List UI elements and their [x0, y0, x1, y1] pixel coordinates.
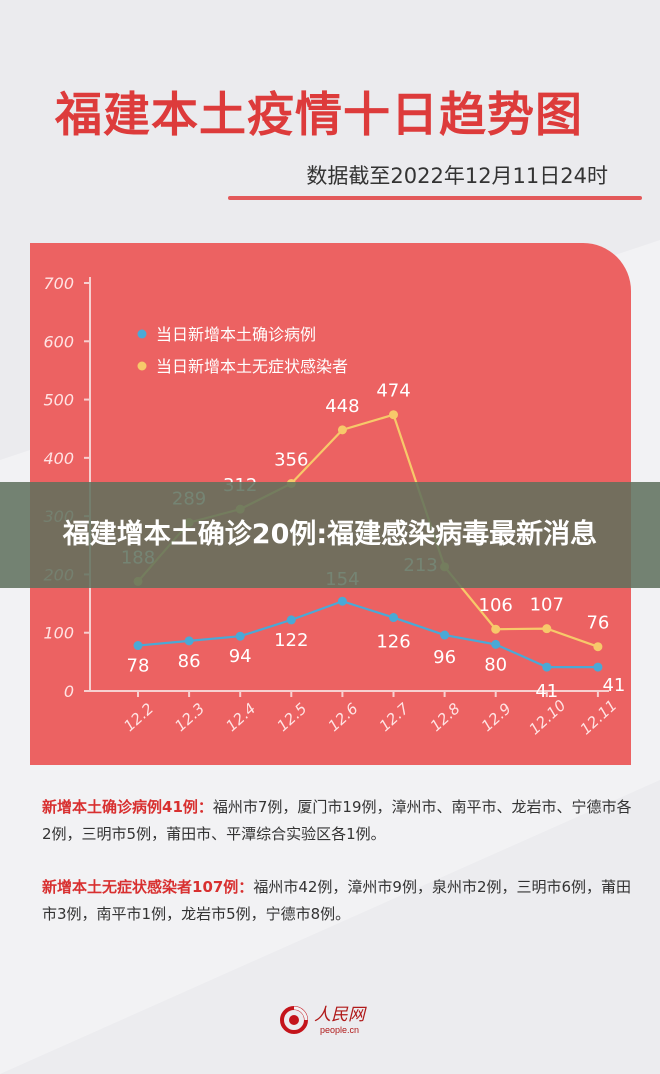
- logo-url: people.cn: [319, 1024, 360, 1035]
- asymptomatic-data-label: 106: [479, 595, 513, 616]
- asymptomatic-point: [389, 410, 398, 420]
- confirmed-breakdown-lead: 新增本土确诊病例41例：: [42, 798, 213, 816]
- x-tick-label: 12.8: [427, 699, 464, 735]
- confirmed-point: [133, 641, 143, 651]
- y-tick-label: 100: [43, 624, 74, 643]
- legend-label: 当日新增本土确诊病例: [156, 325, 316, 344]
- asymptomatic-breakdown-text: 福州市42例，漳州市9例，泉州市2例，三明市6例，莆田市3例，南平市1例，龙岩市…: [42, 878, 632, 923]
- confirmed-data-label: 41: [535, 681, 558, 702]
- confirmed-data-label: 96: [433, 647, 456, 668]
- x-tick-label: 12.2: [120, 699, 157, 735]
- title-underline: [228, 196, 642, 200]
- confirmed-point: [286, 615, 296, 625]
- confirmed-point: [235, 631, 245, 641]
- confirmed-point: [491, 639, 501, 649]
- x-tick-label: 12.5: [274, 699, 311, 735]
- asymptomatic-point: [542, 624, 552, 634]
- asymptomatic-data-label: 107: [530, 595, 564, 616]
- page-title: 福建本土疫情十日趋势图: [55, 88, 583, 143]
- confirmed-breakdown: 新增本土确诊病例41例：福州市7例，厦门市19例，漳州市、南平市、龙岩市、宁德市…: [42, 794, 632, 848]
- legend-marker: [137, 329, 147, 339]
- confirmed-data-label: 78: [127, 656, 150, 677]
- x-tick-label: 12.10: [525, 696, 569, 738]
- confirmed-point: [389, 613, 398, 623]
- x-tick-label: 12.11: [577, 696, 621, 738]
- y-tick-label: 600: [43, 332, 74, 351]
- asymptomatic-point: [337, 425, 347, 435]
- confirmed-data-label: 126: [376, 632, 410, 653]
- x-tick-label: 12.7: [376, 699, 413, 735]
- confirmed-line: [137, 600, 598, 669]
- x-tick-label: 12.4: [222, 699, 259, 735]
- headline-text: 福建增本土确诊20例:福建感染病毒最新消息: [62, 519, 598, 550]
- y-tick-label: 500: [43, 391, 74, 410]
- y-tick-label: 700: [43, 274, 74, 293]
- confirmed-data-label: 122: [274, 630, 308, 651]
- logo-name: 人民网: [314, 1004, 365, 1025]
- confirmed-data-label: 94: [229, 646, 252, 667]
- asymptomatic-data-label: 448: [325, 396, 359, 417]
- asymptomatic-point: [491, 624, 501, 634]
- asymptomatic-breakdown-lead: 新增本土无症状感染者107例：: [42, 878, 254, 896]
- asymptomatic-data-label: 474: [376, 381, 410, 402]
- confirmed-point: [440, 630, 450, 640]
- y-tick-label: 400: [43, 449, 74, 468]
- confirmed-breakdown-text: 福州市7例，厦门市19例，漳州市、南平市、龙岩市、宁德市各2例，三明市5例，莆田…: [42, 798, 632, 843]
- confirmed-point: [593, 662, 603, 672]
- confirmed-data-label: 80: [484, 654, 507, 675]
- confirmed-point: [337, 596, 347, 606]
- asymptomatic-data-label: 356: [274, 450, 308, 471]
- y-tick-label: 0: [64, 682, 74, 701]
- data-cutoff-date: 数据截至2022年12月11日24时: [306, 164, 608, 188]
- legend-label: 当日新增本土无症状感染者: [156, 357, 348, 376]
- confirmed-point: [184, 636, 194, 646]
- x-tick-label: 12.3: [171, 699, 208, 735]
- headline-overlay: 福建增本土确诊20例:福建感染病毒最新消息: [0, 482, 660, 588]
- logo-icon: [280, 1006, 308, 1034]
- people-daily-logo: 人民网 people.cn: [280, 1000, 365, 1040]
- asymptomatic-breakdown: 新增本土无症状感染者107例：福州市42例，漳州市9例，泉州市2例，三明市6例，…: [42, 874, 632, 928]
- x-tick-label: 12.6: [325, 699, 362, 735]
- asymptomatic-point: [593, 642, 603, 652]
- x-tick-label: 12.9: [478, 699, 515, 735]
- asymptomatic-data-label: 76: [586, 613, 609, 634]
- confirmed-point: [542, 662, 552, 672]
- legend-marker: [137, 361, 147, 371]
- confirmed-data-label: 86: [178, 651, 201, 672]
- confirmed-data-label: 41: [602, 675, 625, 696]
